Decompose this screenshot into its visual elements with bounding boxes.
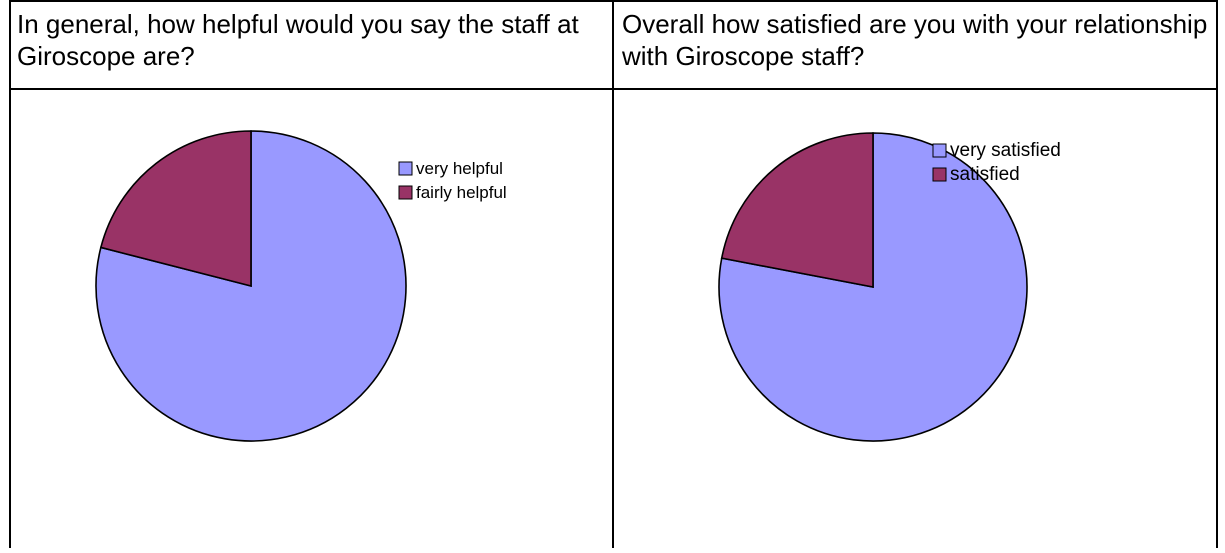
pie-slice-very-helpful [95, 130, 407, 442]
chart-cell-left: very helpful fairly helpful [11, 90, 612, 548]
table-left-border [9, 0, 11, 548]
legend-label: very satisfied [950, 140, 1061, 161]
legend-swatch [398, 185, 413, 200]
table-middle-border [612, 0, 614, 548]
legend-label: very helpful [416, 159, 503, 178]
table-right-border [1216, 0, 1218, 548]
legend-swatch [398, 161, 413, 176]
pie-slice-very-satisfied [718, 132, 1028, 442]
legend-swatch [932, 143, 947, 158]
legend-swatch [932, 167, 947, 182]
chart-cell-right: very satisfied satisfied [614, 90, 1216, 548]
legend-label: satisfied [950, 164, 1020, 185]
pie-slice-satisfied [720, 132, 874, 288]
pie-slice-fairly-helpful [99, 130, 252, 288]
legend-label: fairly helpful [416, 183, 507, 202]
question-right: Overall how satisfied are you with your … [622, 9, 1208, 71]
pie-chart-satisfied: very satisfied satisfied [718, 132, 1061, 442]
survey-table: In general, how helpful would you say th… [9, 0, 1218, 548]
pie-chart-helpful: very helpful fairly helpful [95, 130, 507, 442]
question-left: In general, how helpful would you say th… [17, 9, 579, 71]
